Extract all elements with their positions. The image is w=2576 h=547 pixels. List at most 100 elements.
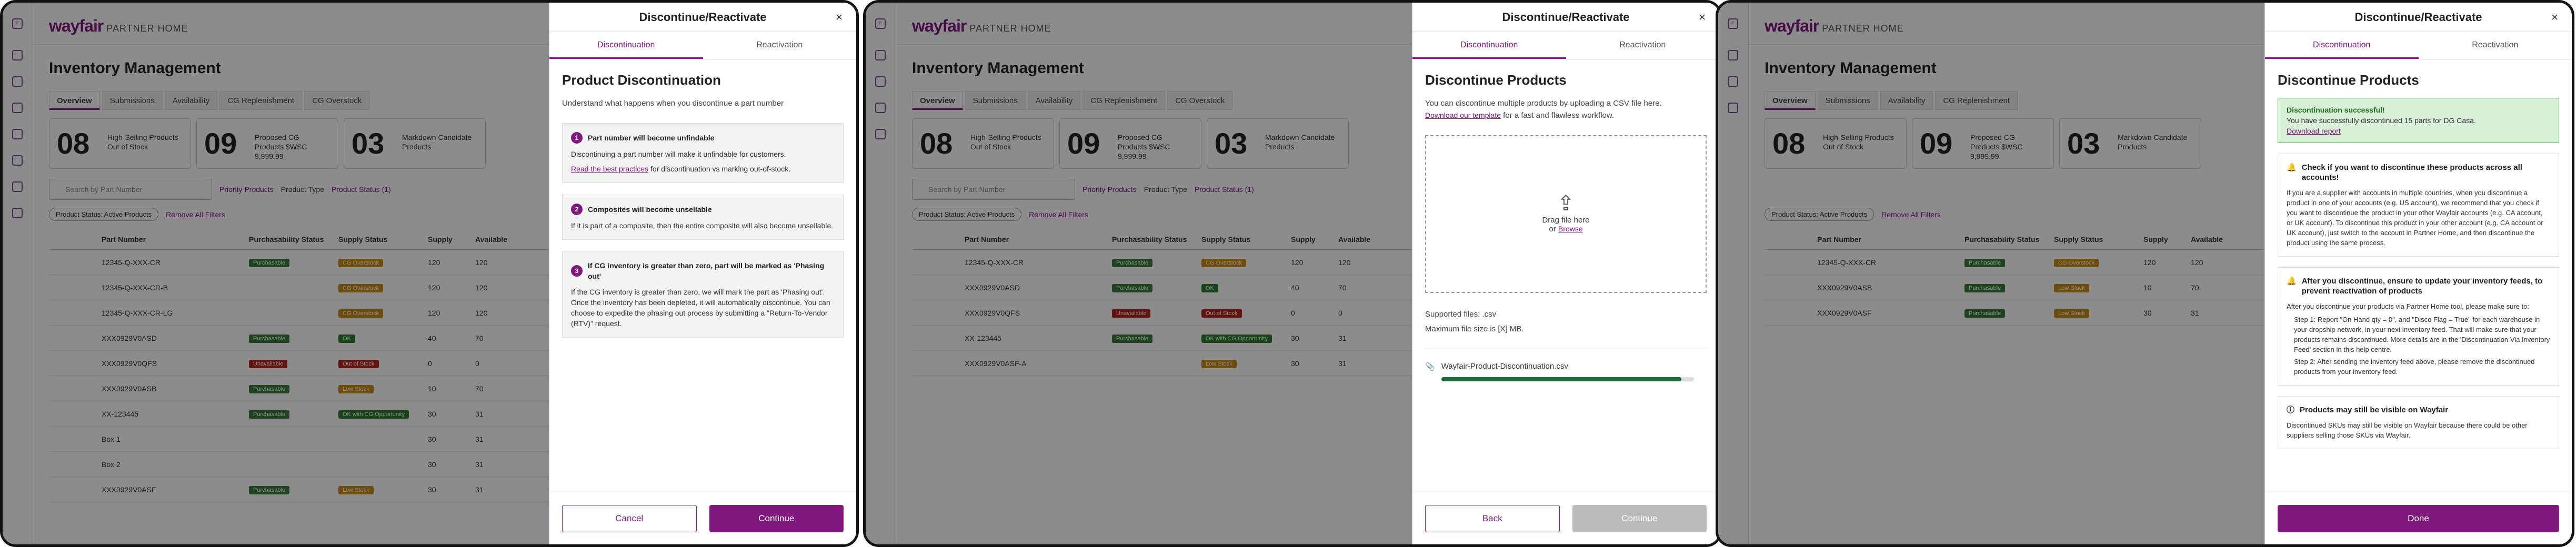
download-template-link[interactable]: Download our template: [1425, 111, 1501, 119]
done-button[interactable]: Done: [2278, 505, 2559, 532]
panel-footer: Cancel Continue: [549, 492, 856, 544]
box-icon[interactable]: [12, 76, 23, 87]
tag-icon[interactable]: [12, 50, 23, 60]
browse-link[interactable]: Browse: [1558, 225, 1583, 233]
continue-button[interactable]: Continue: [1572, 505, 1707, 532]
cancel-button[interactable]: Cancel: [562, 505, 697, 532]
filter-product-status[interactable]: Product Status (1): [331, 185, 391, 194]
filter-priority[interactable]: Priority Products: [219, 185, 274, 194]
search-input[interactable]: Search by Part Number: [49, 179, 212, 200]
card-high-selling[interactable]: 08 High-Selling Products Out of Stock: [49, 118, 191, 169]
remove-all-filters-link[interactable]: Remove All Filters: [1029, 210, 1088, 219]
table-row[interactable]: XX-123445 Purchasable OK with CG Opportuni…: [49, 401, 565, 427]
tab-reactivation[interactable]: Reactivation: [2472, 40, 2519, 49]
status-chip[interactable]: Product Status: Active Products: [912, 208, 1022, 221]
filter-product-status[interactable]: Product Status (1): [1194, 185, 1254, 194]
status-chip[interactable]: Product Status: Active Products: [49, 208, 159, 221]
back-button[interactable]: Back: [1425, 505, 1560, 532]
card-high-selling[interactable]: 08 High-Selling Products Out of Stock: [912, 118, 1054, 169]
tab-discontinuation[interactable]: Discontinuation: [549, 32, 703, 59]
chart-icon[interactable]: [875, 103, 886, 113]
tab-cg-overstock[interactable]: CG Overstock: [304, 91, 370, 110]
box-icon[interactable]: [1728, 76, 1738, 87]
max-size: Maximum file size is [X] MB.: [1425, 325, 1524, 333]
tab-submissions[interactable]: Submissions: [965, 91, 1026, 110]
tab-submissions[interactable]: Submissions: [1817, 91, 1878, 110]
tag-icon[interactable]: [1728, 50, 1738, 60]
table-row[interactable]: XXX0929V0ASF Purchasable Low Stock 30 31: [49, 477, 565, 502]
close-icon[interactable]: ×: [1699, 11, 1706, 24]
table-row[interactable]: XXX0929V0ASD Purchasable OK 40 70: [912, 275, 1428, 300]
table-row[interactable]: XXX0929V0ASB Purchasable Low Stock 10 70: [49, 376, 565, 401]
table-row[interactable]: XXX0929V0ASF Purchasable Low Stock 30 31: [1765, 300, 2280, 326]
card-markdown[interactable]: 03 Markdown Candidate Products: [2059, 118, 2201, 169]
table-row[interactable]: XXX0929V0QFS Unavailable Out of Stock 0 0: [49, 351, 565, 376]
tab-availability[interactable]: Availability: [164, 91, 218, 110]
tab-cg-replenishment[interactable]: CG Replenishment: [1935, 91, 2018, 110]
table-row[interactable]: XXX0929V0ASB Purchasable Low Stock 10 70: [1765, 275, 2280, 300]
filter-product-type[interactable]: Product Type: [1144, 185, 1187, 194]
tab-cg-overstock[interactable]: CG Overstock: [1167, 91, 1233, 110]
inventory-icon[interactable]: [12, 129, 23, 139]
table-row[interactable]: XX-123445 Purchasable OK with CG Opportuni…: [912, 326, 1428, 351]
main-content: Inventory Management Overview Submission…: [1749, 45, 2280, 544]
table-row[interactable]: Box 2 30 31: [49, 452, 565, 477]
modal-overlay[interactable]: [866, 3, 1417, 544]
table-row[interactable]: 12345-Q-XXX-CR-LG CG Overstock 120 120: [49, 300, 565, 326]
menu-icon[interactable]: ≡: [875, 18, 886, 29]
tab-cg-replenishment[interactable]: CG Replenishment: [1082, 91, 1166, 110]
chart-icon[interactable]: [12, 103, 23, 113]
menu-icon[interactable]: ≡: [1728, 18, 1738, 29]
box-icon[interactable]: [875, 76, 886, 87]
search-input[interactable]: Search by Part Number: [912, 179, 1075, 200]
tag-icon[interactable]: [875, 50, 886, 60]
table-row[interactable]: 12345-Q-XXX-CR Purchasable CG Overstock 120…: [1765, 250, 2280, 275]
table-row[interactable]: XXX0929V0ASD Purchasable OK 40 70: [49, 326, 565, 351]
modal-overlay[interactable]: [1718, 3, 2270, 544]
close-icon[interactable]: ×: [2551, 11, 2558, 24]
card-high-selling[interactable]: 08 High-Selling Products Out of Stock: [1765, 118, 1907, 169]
tab-availability[interactable]: Availability: [1880, 91, 1933, 110]
modal-overlay[interactable]: [3, 3, 554, 544]
tab-overview[interactable]: Overview: [912, 91, 963, 110]
table-row[interactable]: 12345-Q-XXX-CR-B CG Overstock 120 120: [49, 275, 565, 300]
file-dropzone[interactable]: ⇪ Drag file here or Browse: [1425, 135, 1707, 293]
tab-reactivation[interactable]: Reactivation: [1619, 40, 1666, 49]
filter-priority[interactable]: Priority Products: [1082, 185, 1137, 194]
remove-all-filters-link[interactable]: Remove All Filters: [1881, 210, 1941, 219]
close-icon[interactable]: ×: [836, 11, 843, 24]
chart-icon[interactable]: [1728, 103, 1738, 113]
tab-overview[interactable]: Overview: [1765, 91, 1816, 110]
menu-icon[interactable]: ≡: [12, 18, 23, 29]
table-row[interactable]: XXX0929V0ASF-A Low Stock 30 31: [912, 351, 1428, 376]
continue-button[interactable]: Continue: [709, 505, 844, 532]
download-report-link[interactable]: Download report: [2287, 127, 2341, 135]
tab-availability[interactable]: Availability: [1027, 91, 1081, 110]
truck-icon[interactable]: [12, 155, 23, 166]
tab-submissions[interactable]: Submissions: [102, 91, 163, 110]
bell-icon: 🔔: [2287, 277, 2297, 286]
best-practices-link[interactable]: Read the best practices: [571, 165, 649, 173]
card-proposed-cg[interactable]: 09 Proposed CG Products $WSC 9,999.99: [1059, 118, 1201, 169]
card-markdown[interactable]: 03 Markdown Candidate Products: [1207, 118, 1349, 169]
card-markdown[interactable]: 03 Markdown Candidate Products: [344, 118, 486, 169]
status-chip[interactable]: Product Status: Active Products: [1765, 208, 1875, 221]
doc-icon[interactable]: [12, 181, 23, 192]
table-row[interactable]: 12345-Q-XXX-CR Purchasable CG Overstock 120…: [49, 250, 565, 275]
remove-all-filters-link[interactable]: Remove All Filters: [166, 210, 225, 219]
card-proposed-cg[interactable]: 09 Proposed CG Products $WSC 9,999.99: [1912, 118, 2054, 169]
tab-cg-replenishment[interactable]: CG Replenishment: [219, 91, 303, 110]
paperclip-icon: 📎: [1425, 362, 1435, 371]
table-row[interactable]: 12345-Q-XXX-CR Purchasable CG Overstock 120…: [912, 250, 1428, 275]
tab-discontinuation[interactable]: Discontinuation: [1412, 32, 1566, 59]
filter-product-type[interactable]: Product Type: [280, 185, 324, 194]
star-icon[interactable]: [12, 208, 23, 218]
tab-discontinuation[interactable]: Discontinuation: [2265, 32, 2419, 59]
table-row[interactable]: Box 1 30 31: [49, 427, 565, 452]
card-proposed-cg[interactable]: 09 Proposed CG Products $WSC 9,999.99: [196, 118, 338, 169]
tab-overview[interactable]: Overview: [49, 91, 100, 110]
inventory-icon[interactable]: [875, 129, 886, 139]
table-row[interactable]: XXX0929V0QFS Unavailable Out of Stock 0 0: [912, 300, 1428, 326]
tab-reactivation[interactable]: Reactivation: [756, 40, 803, 49]
screen-3: ≡ wayfair PARTNER HOME Inventory Manageme…: [1716, 0, 2574, 547]
